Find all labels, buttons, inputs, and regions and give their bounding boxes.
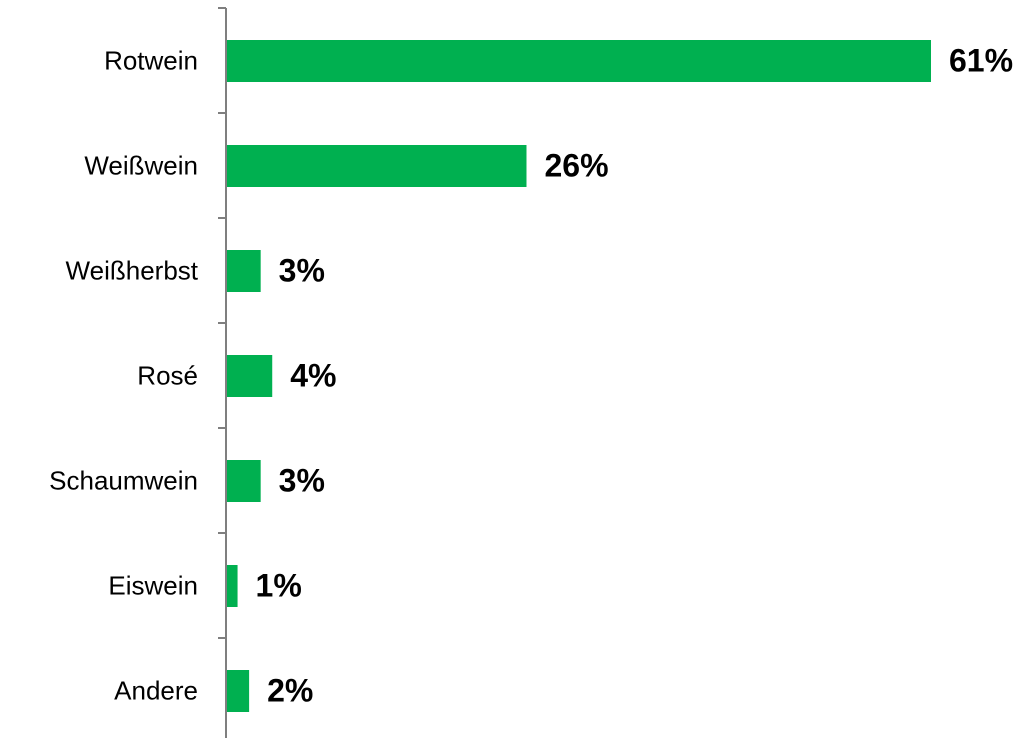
value-label: 2% — [267, 673, 313, 709]
value-label: 4% — [290, 358, 336, 394]
category-label: Schaumwein — [49, 466, 198, 496]
bars-group — [226, 40, 931, 712]
bar-1 — [226, 145, 527, 187]
category-label: Weißwein — [84, 151, 198, 181]
category-label: Eiswein — [108, 571, 198, 601]
value-label: 61% — [949, 43, 1013, 79]
category-label: Andere — [114, 676, 198, 706]
value-label: 1% — [256, 568, 302, 604]
category-label: Rotwein — [104, 46, 198, 76]
bar-6 — [226, 670, 250, 712]
bar-3 — [226, 355, 273, 397]
bar-2 — [226, 250, 261, 292]
bar-0 — [226, 40, 931, 82]
bar-5 — [226, 565, 238, 607]
value-label: 3% — [279, 463, 325, 499]
value-label: 26% — [544, 148, 608, 184]
category-axis — [218, 7, 227, 738]
category-label: Rosé — [137, 361, 198, 391]
category-labels: Rotwein Weißwein Weißherbst Rosé Schaumwein E… — [49, 46, 199, 706]
category-label: Weißherbst — [66, 256, 199, 286]
value-label: 3% — [279, 253, 325, 289]
bar-4 — [226, 460, 261, 502]
value-labels: 61% 26% 3% 4% 3% 1% 2% — [256, 43, 1013, 709]
